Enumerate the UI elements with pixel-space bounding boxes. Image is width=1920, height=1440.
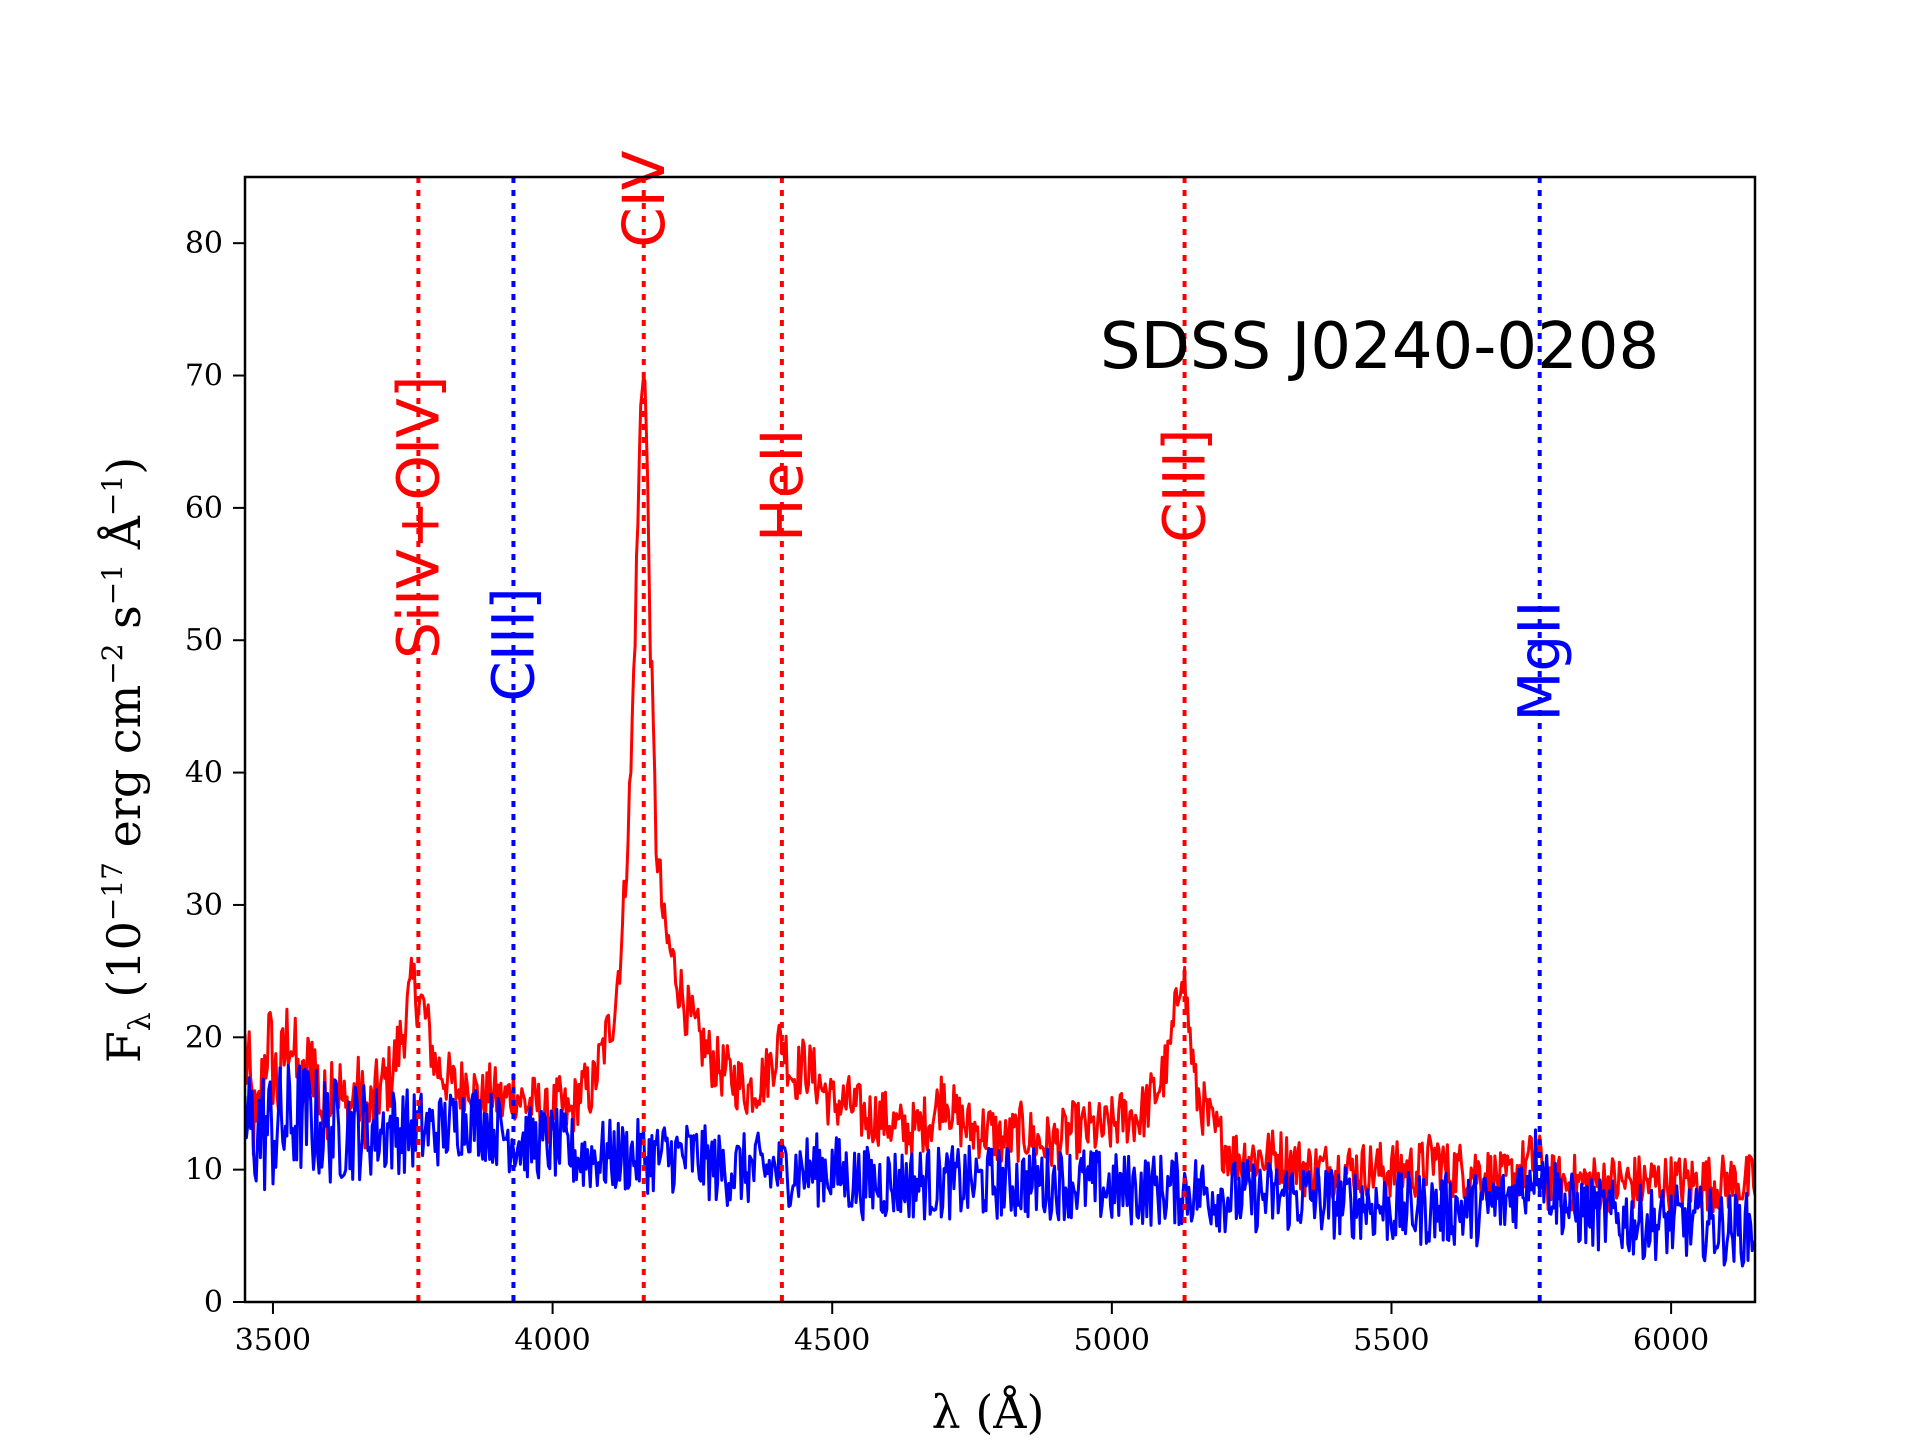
y-label-part2: erg cm <box>97 685 151 862</box>
emission-line-label: SiIV+OIV] <box>384 376 452 659</box>
x-tick-label: 5000 <box>1074 1323 1150 1358</box>
y-tick-label: 60 <box>185 491 223 526</box>
emission-line-label: CIV <box>610 150 678 248</box>
y-label-exp1: −17 <box>96 862 129 921</box>
y-tick-label: 70 <box>185 359 223 394</box>
x-tick-label: 5500 <box>1353 1323 1429 1358</box>
spectrum-series <box>245 375 1755 1214</box>
emission-line-label: CIII] <box>479 587 547 701</box>
y-label-part5: ) <box>97 457 151 475</box>
x-axis: 3500 4000 4500 5000 5500 6000 <box>235 1302 1709 1358</box>
y-label-sub: λ <box>123 1012 158 1031</box>
y-label-base: F <box>97 1031 151 1063</box>
emission-line-label: HeII <box>748 428 816 542</box>
y-axis: 0 10 20 30 40 50 60 70 80 <box>185 226 245 1320</box>
x-tick-label: 4500 <box>794 1323 870 1358</box>
y-label-part4: Å <box>96 515 151 564</box>
plot-area <box>245 375 1755 1268</box>
y-axis-label: Fλ (10−17 erg cm−2 s−1 Å−1) <box>96 457 158 1063</box>
y-tick-label: 10 <box>185 1153 223 1188</box>
object-name-annotation: SDSS J0240-0208 <box>1100 310 1659 384</box>
y-tick-label: 50 <box>185 623 223 658</box>
y-label-part1: (10 <box>97 921 151 1012</box>
x-axis-label: λ (Å) <box>932 1384 1045 1439</box>
y-tick-label: 80 <box>185 226 223 261</box>
y-label-exp2: −2 <box>96 643 129 684</box>
x-tick-label: 3500 <box>235 1323 311 1358</box>
y-label-exp4: −1 <box>96 475 129 516</box>
y-tick-label: 30 <box>185 888 223 923</box>
y-label-part3: s <box>97 605 151 643</box>
plot-frame <box>243 175 1757 1304</box>
y-tick-label: 0 <box>204 1285 223 1320</box>
x-tick-label: 4000 <box>514 1323 590 1358</box>
emission-line-label: MgII <box>1506 601 1574 722</box>
y-tick-label: 40 <box>185 756 223 791</box>
y-label-exp3: −1 <box>96 564 129 605</box>
x-tick-label: 6000 <box>1633 1323 1709 1358</box>
spectrum-series <box>245 1063 1755 1268</box>
y-tick-label: 20 <box>185 1020 223 1055</box>
emission-line-label: CIII] <box>1151 428 1219 542</box>
emission-line-markers: SiIV+OIV] CIII] CIV HeII CIII] MgII <box>384 150 1574 1302</box>
